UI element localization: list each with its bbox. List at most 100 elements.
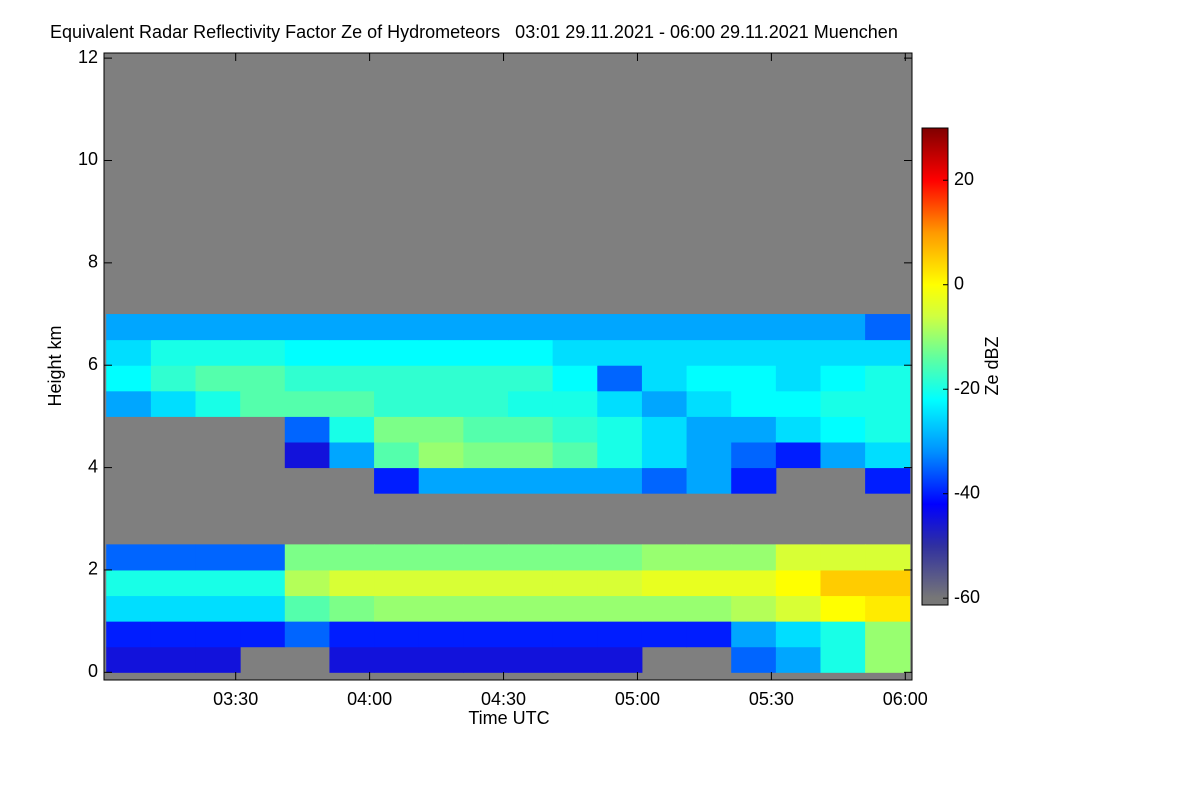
y-tick-label: 4: [88, 456, 98, 476]
heatmap-cell: [552, 646, 598, 673]
heatmap-cell: [775, 365, 821, 392]
x-tick-label: 04:00: [347, 689, 392, 709]
heatmap-cell: [865, 365, 911, 392]
heatmap-cell: [865, 339, 911, 366]
heatmap-cell: [284, 390, 330, 417]
heatmap-cell: [597, 621, 643, 648]
heatmap-cell: [641, 441, 688, 469]
heatmap-cell: [820, 441, 866, 469]
chart-title: Equivalent Radar Reflectivity Factor Ze …: [50, 22, 898, 42]
heatmap-cell: [329, 339, 375, 366]
heatmap-cell: [418, 314, 464, 341]
heatmap-cell: [463, 621, 509, 648]
heatmap-cell: [240, 569, 286, 597]
colorbar-label: Ze dBZ: [982, 336, 1002, 395]
heatmap-cell: [731, 365, 777, 392]
heatmap-cell: [240, 314, 286, 341]
heatmap-cell: [374, 595, 420, 622]
heatmap-cell: [597, 314, 643, 341]
y-axis-label: Height km: [45, 325, 65, 406]
heatmap-cell: [418, 544, 464, 571]
heatmap-cell: [418, 595, 464, 622]
heatmap-cell: [329, 621, 375, 648]
heatmap-cell: [463, 646, 509, 673]
heatmap-cell: [106, 339, 152, 366]
y-tick-label: 2: [88, 559, 98, 579]
heatmap-cell: [731, 467, 777, 494]
heatmap-cell: [508, 569, 554, 597]
heatmap-cell: [686, 467, 732, 494]
heatmap-cell: [150, 339, 197, 366]
heatmap-cell: [820, 365, 866, 392]
heatmap-cell: [284, 569, 330, 597]
heatmap-cell: [195, 595, 241, 622]
heatmap-cell: [329, 314, 375, 341]
colorbar-tick-label: -20: [954, 378, 980, 398]
heatmap-cell: [284, 595, 330, 622]
heatmap-cell: [775, 416, 821, 443]
y-tick-label: 0: [88, 661, 98, 681]
heatmap-cell: [775, 646, 821, 673]
heatmap-cell: [508, 339, 554, 366]
heatmap-cell: [284, 544, 330, 571]
heatmap-cell: [597, 544, 643, 571]
heatmap-cell: [150, 595, 197, 622]
heatmap-cell: [106, 365, 152, 392]
heatmap-cell: [865, 390, 911, 417]
heatmap-cell: [731, 595, 777, 622]
heatmap-cell: [195, 646, 241, 673]
x-tick-label: 05:30: [749, 689, 794, 709]
heatmap-cell: [106, 569, 152, 597]
heatmap-cell: [641, 314, 688, 341]
colorbar-tick-label: -60: [954, 587, 980, 607]
heatmap-cell: [686, 621, 732, 648]
heatmap-cell: [775, 339, 821, 366]
heatmap-cell: [195, 390, 241, 417]
heatmap-cell: [284, 314, 330, 341]
heatmap-cell: [508, 595, 554, 622]
heatmap-cell: [240, 339, 286, 366]
heatmap-cell: [284, 621, 330, 648]
heatmap-cell: [865, 314, 911, 341]
heatmap-cell: [597, 569, 643, 597]
heatmap-cell: [641, 390, 688, 417]
heatmap-cell: [106, 621, 152, 648]
heatmap-cell: [641, 416, 688, 443]
heatmap-cell: [731, 314, 777, 341]
heatmap-cell: [463, 416, 509, 443]
plot-frame: [103, 52, 913, 681]
heatmap-cell: [150, 569, 197, 597]
heatmap-cell: [150, 544, 197, 571]
heatmap-cell: [552, 544, 598, 571]
heatmap-cell: [195, 621, 241, 648]
x-tick-label: 03:30: [213, 689, 258, 709]
y-tick-label: 12: [78, 47, 98, 67]
colorbar: [921, 127, 949, 606]
heatmap-cell: [463, 314, 509, 341]
heatmap-cell: [106, 595, 152, 622]
heatmap-cell: [463, 595, 509, 622]
heatmap-cell: [150, 365, 197, 392]
heatmap-cell: [240, 595, 286, 622]
y-tick-label: 8: [88, 252, 98, 272]
heatmap-cell: [552, 441, 598, 469]
heatmap-cell: [820, 621, 866, 648]
heatmap-cell: [552, 621, 598, 648]
heatmap-cell: [150, 646, 197, 673]
heatmap-cell: [329, 365, 375, 392]
heatmap-cell: [508, 390, 554, 417]
heatmap-cell: [731, 416, 777, 443]
heatmap-cell: [240, 621, 286, 648]
heatmap-cell: [195, 339, 241, 366]
heatmap-cell: [731, 544, 777, 571]
heatmap-cell: [552, 467, 598, 494]
heatmap-cell: [775, 544, 821, 571]
heatmap-cell: [463, 569, 509, 597]
x-axis-label: Time UTC: [468, 708, 549, 728]
heatmap-cell: [284, 416, 330, 443]
heatmap-cell: [329, 595, 375, 622]
heatmap-cell: [418, 365, 464, 392]
heatmap-cell: [374, 646, 420, 673]
heatmap-cell: [284, 365, 330, 392]
heatmap-cell: [552, 339, 598, 366]
